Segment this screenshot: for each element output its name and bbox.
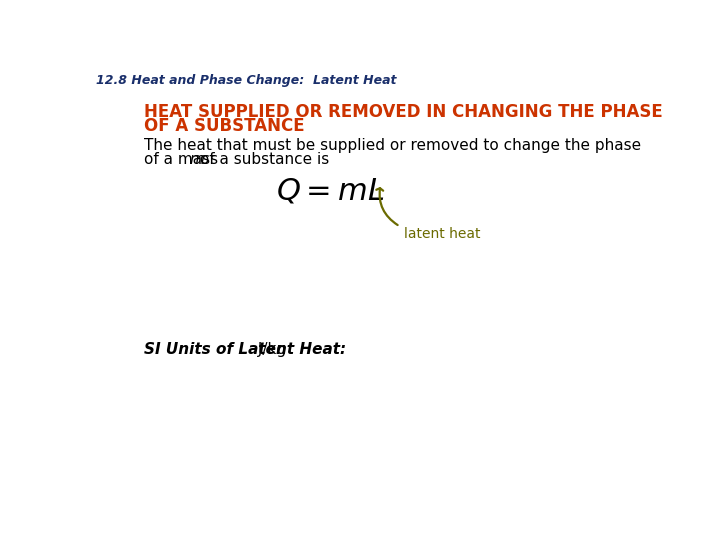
Text: of a substance is: of a substance is [195,152,329,167]
Text: The heat that must be supplied or removed to change the phase: The heat that must be supplied or remove… [144,138,642,153]
Text: 12.8 Heat and Phase Change:  Latent Heat: 12.8 Heat and Phase Change: Latent Heat [96,74,397,87]
Text: $Q = mL$: $Q = mL$ [276,177,384,205]
Text: OF A SUBSTANCE: OF A SUBSTANCE [144,117,305,135]
Text: latent heat: latent heat [404,226,480,240]
Text: HEAT SUPPLIED OR REMOVED IN CHANGING THE PHASE: HEAT SUPPLIED OR REMOVED IN CHANGING THE… [144,103,663,122]
Text: J/kg: J/kg [253,342,286,357]
Text: of a mass: of a mass [144,152,223,167]
Text: SI Units of Latent Heat:: SI Units of Latent Heat: [144,342,346,357]
Text: m: m [189,152,204,167]
